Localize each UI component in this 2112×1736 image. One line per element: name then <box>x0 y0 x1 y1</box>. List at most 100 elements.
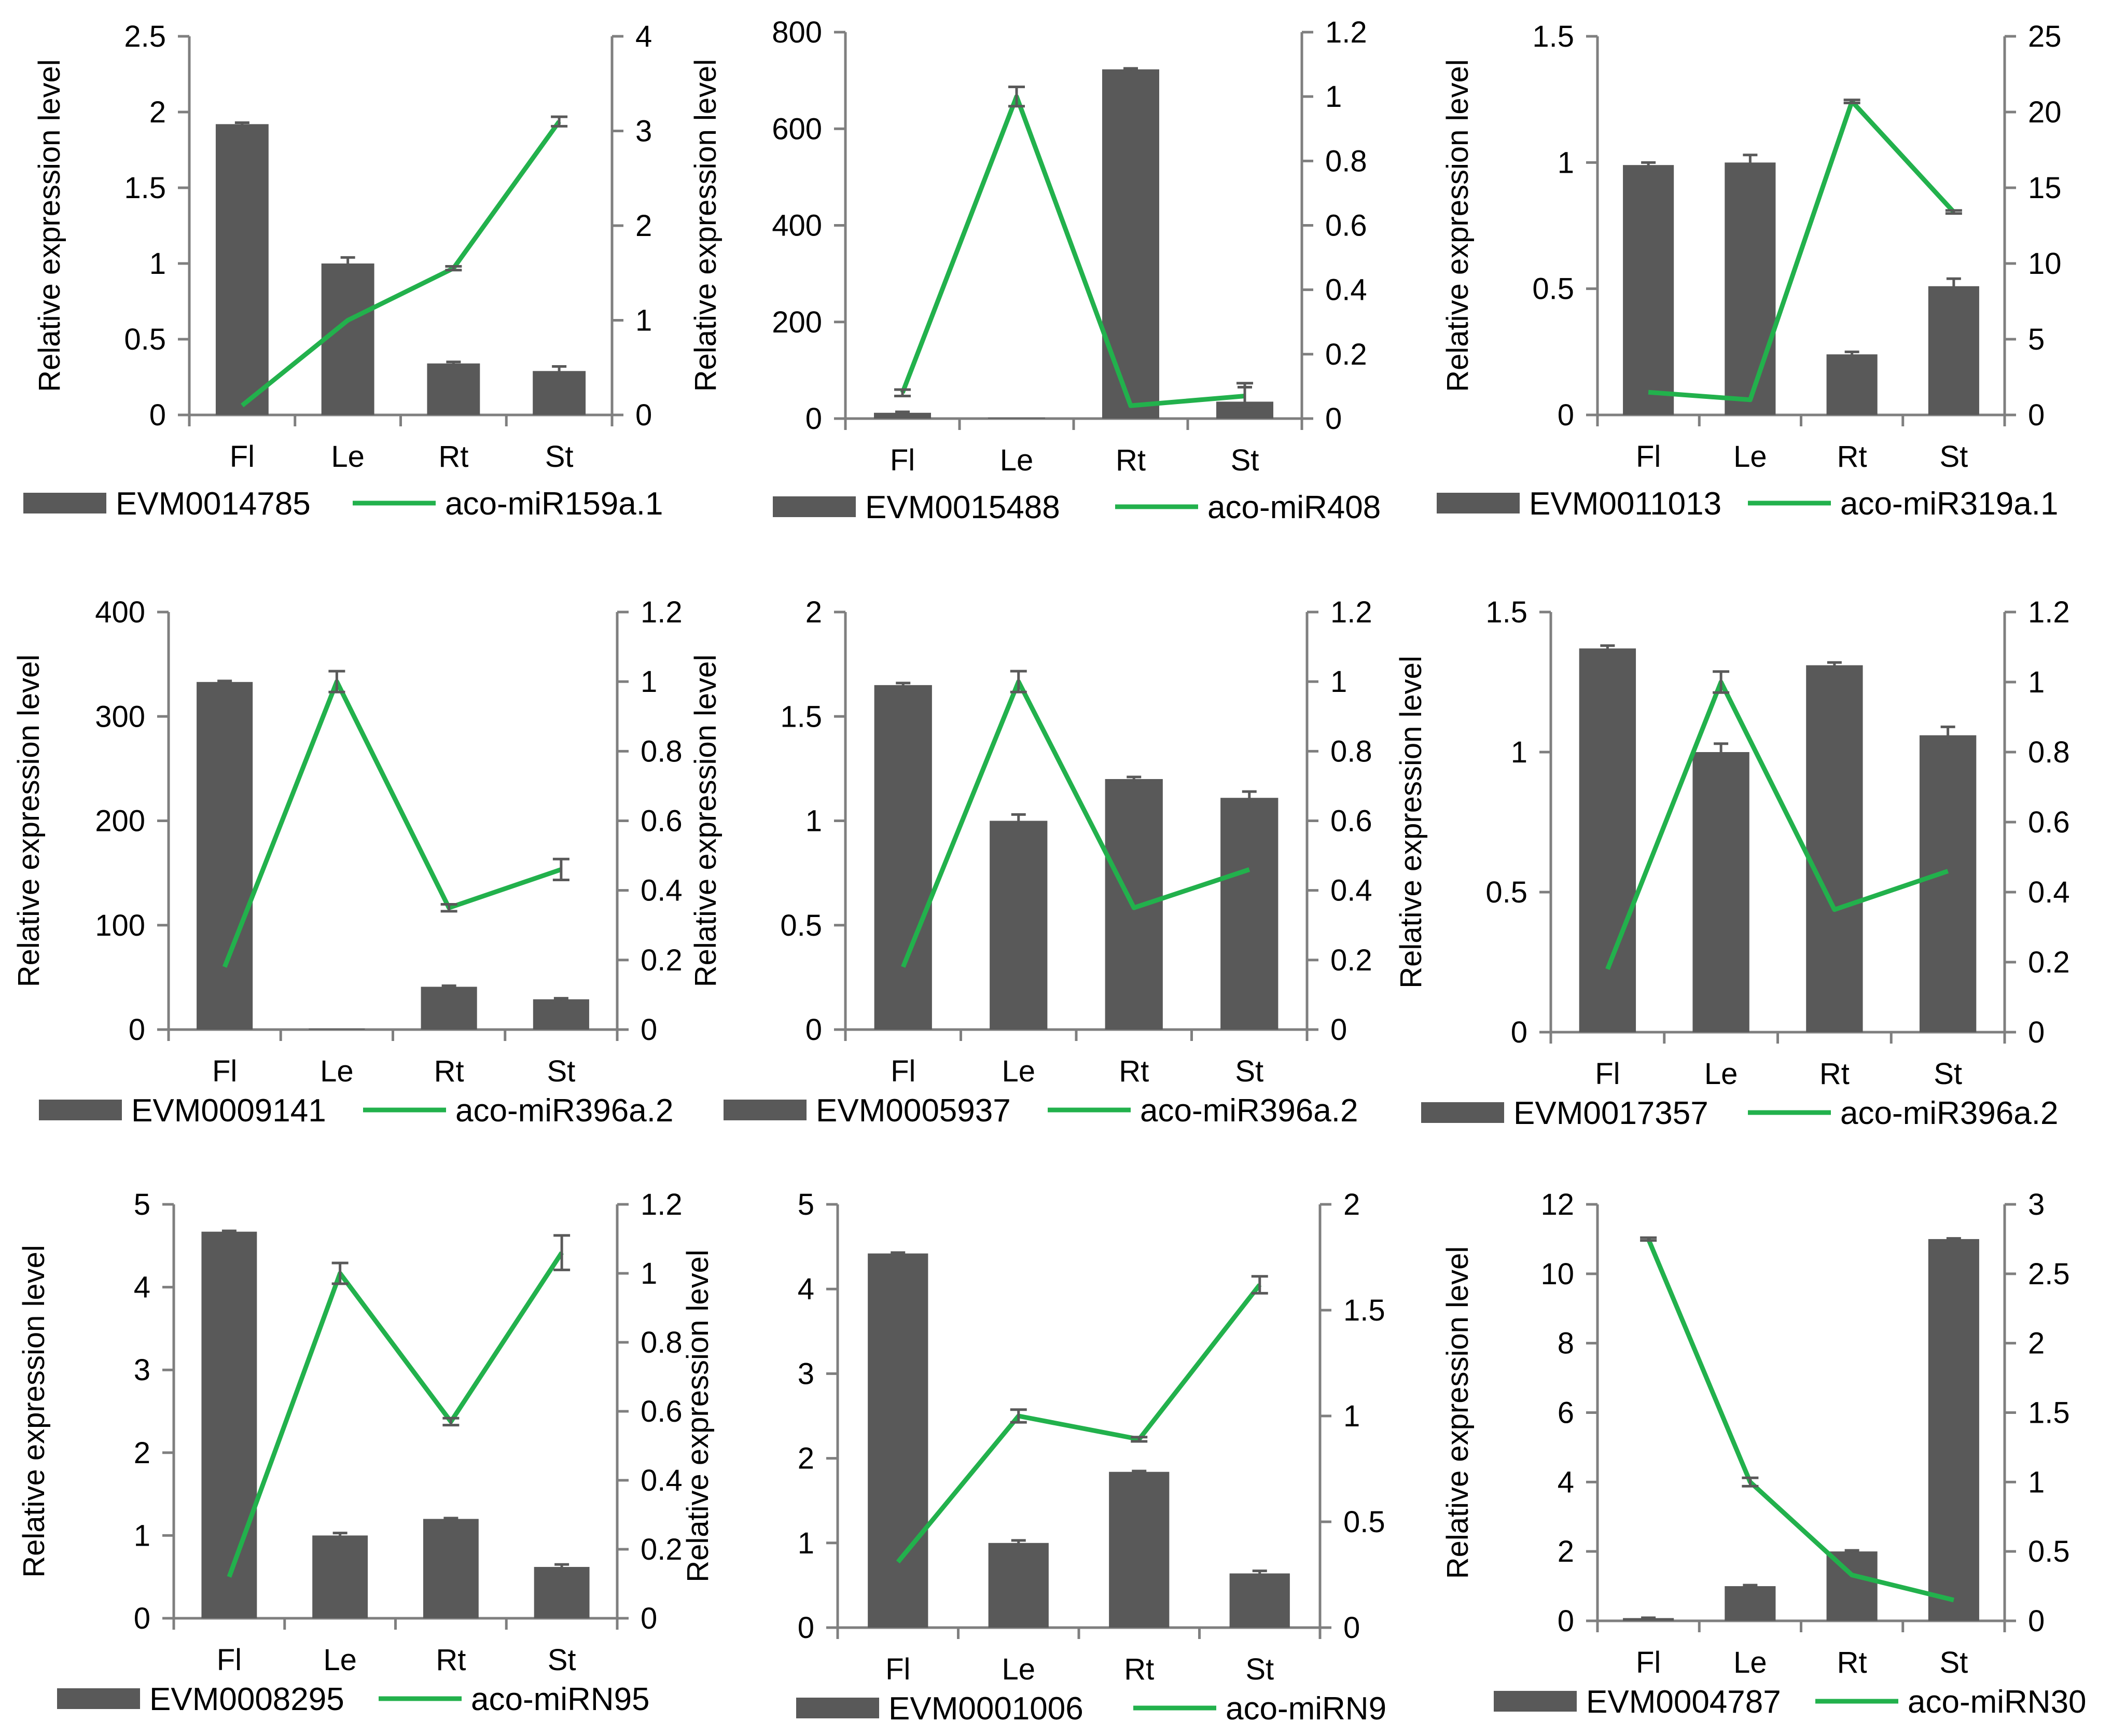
x-category-label: St <box>1235 1054 1263 1088</box>
right-tick-label: 0.8 <box>641 1326 683 1359</box>
line-error-bar <box>1236 382 1253 410</box>
bar <box>1102 69 1159 419</box>
bar-error-bar <box>340 256 355 270</box>
bar <box>1109 1471 1170 1628</box>
legend: EVM0001006 aco-miRN9 <box>796 1691 1386 1727</box>
line-error-bar <box>331 1261 349 1285</box>
right-tick-label: 0 <box>1343 1611 1360 1645</box>
x-category-label: Rt <box>436 1643 466 1677</box>
right-tick-label: 3 <box>635 115 652 148</box>
right-tick-label: 1 <box>1330 665 1347 699</box>
right-tick-label: 0.2 <box>2028 946 2070 979</box>
y-axis-title: Relative expression level <box>1441 59 1475 392</box>
right-tick-label: 0.4 <box>2028 876 2070 909</box>
legend-bar-swatch <box>1437 493 1520 513</box>
left-tick-label: 0 <box>1558 398 1574 432</box>
left-tick-label: 3 <box>798 1357 814 1391</box>
line-error-bar <box>894 388 911 398</box>
legend: EVM0014785 aco-miR159a.1 <box>23 486 663 522</box>
left-tick-label: 4 <box>134 1271 150 1304</box>
right-tick-label: 0.5 <box>1343 1505 1385 1539</box>
x-category-label: St <box>1934 1057 1962 1091</box>
left-tick-label: 200 <box>772 305 822 339</box>
bar-error-bar <box>891 1251 906 1255</box>
legend-line-label: aco-miR319a.1 <box>1840 486 2058 522</box>
bar-error-bar <box>1132 1469 1147 1473</box>
x-category-label: St <box>548 1643 576 1677</box>
line-error-bar <box>445 265 462 272</box>
right-tick-label: 10 <box>2028 247 2062 281</box>
left-tick-label: 1 <box>1558 146 1574 179</box>
left-tick-label: 2 <box>149 95 166 129</box>
x-category-label: Le <box>1002 1054 1035 1088</box>
left-tick-label: 800 <box>772 16 822 49</box>
x-category-label: Fl <box>217 1643 242 1677</box>
x-category-label: St <box>545 440 574 474</box>
right-tick-label: 0.6 <box>1330 804 1372 838</box>
line-series <box>1605 679 1949 970</box>
right-tick-label: 0.2 <box>641 943 683 977</box>
legend-line-label: aco-miRN9 <box>1226 1691 1386 1727</box>
legend-bar-swatch <box>39 1100 122 1120</box>
x-category-label: Rt <box>1837 440 1867 474</box>
line-error-bar <box>440 903 457 913</box>
left-tick-label: 600 <box>772 112 822 146</box>
x-category-label: St <box>1231 443 1259 477</box>
bar-error-bar <box>1252 1570 1267 1576</box>
line-error-bar <box>1008 86 1025 108</box>
right-tick-label: 1 <box>2028 1465 2045 1499</box>
chart-panel-4: 0 100 200 300 400 0 0.2 0.4 0.6 0.8 1 1.2 Fl Le Rt St Re… <box>12 595 683 1129</box>
right-tick-label: 0 <box>2028 1016 2045 1049</box>
left-tick-label: 400 <box>95 595 145 629</box>
legend: EVM0004787 aco-miRN30 <box>1494 1684 2087 1720</box>
bar-error-bar <box>554 1563 569 1570</box>
right-tick-label: 0.2 <box>1325 338 1367 371</box>
left-tick-label: 200 <box>95 804 145 838</box>
left-tick-label: 0 <box>1511 1016 1527 1049</box>
legend-bar-swatch <box>23 493 106 513</box>
legend-bar-label: EVM0017357 <box>1513 1095 1708 1131</box>
legend-bar-label: EVM0008295 <box>149 1682 344 1717</box>
x-category-label: St <box>1939 1646 1968 1679</box>
bar <box>1826 1551 1878 1621</box>
x-category-label: Rt <box>1116 443 1146 477</box>
x-category-label: Le <box>1002 1652 1035 1686</box>
left-tick-label: 1 <box>1511 735 1527 769</box>
line-series <box>901 679 1250 968</box>
right-tick-label: 0 <box>641 1013 657 1047</box>
legend-bar-label: EVM0015488 <box>865 490 1060 525</box>
left-tick-label: 1.5 <box>780 700 822 733</box>
bar <box>427 363 480 415</box>
bar <box>1806 665 1863 1032</box>
bar-error-bar <box>1127 775 1142 782</box>
line-error-bar <box>1131 1436 1148 1443</box>
legend: EVM0015488 aco-miR408 <box>773 490 1381 525</box>
right-tick-label: 4 <box>635 20 652 53</box>
bar <box>1919 735 1977 1032</box>
bar-error-bar <box>1844 350 1859 357</box>
bar <box>990 821 1048 1030</box>
line-error-bar <box>1713 670 1730 694</box>
bar-error-bar <box>1940 725 1955 744</box>
right-tick-label: 1.2 <box>1325 16 1367 49</box>
legend-bar-label: EVM0004787 <box>1586 1684 1781 1720</box>
left-tick-label: 0 <box>798 1611 814 1645</box>
bar-error-bar <box>1011 813 1026 827</box>
right-tick-label: 3 <box>2028 1188 2045 1221</box>
legend-line-label: aco-miRN95 <box>471 1682 650 1717</box>
x-category-label: Fl <box>212 1054 237 1088</box>
left-tick-label: 2.5 <box>124 20 166 53</box>
x-category-label: Le <box>331 440 365 474</box>
bar-error-bar <box>217 679 232 683</box>
bar <box>321 263 374 415</box>
left-tick-label: 1 <box>805 804 822 838</box>
left-tick-label: 0 <box>149 398 166 432</box>
right-tick-label: 0.4 <box>641 874 683 908</box>
line-series <box>1648 99 1956 402</box>
y-axis-title: Relative expression level <box>17 1245 51 1578</box>
legend-bar-swatch <box>773 496 856 517</box>
bar-error-bar <box>332 1532 348 1538</box>
left-tick-label: 0.5 <box>780 909 822 942</box>
right-tick-label: 0.8 <box>2028 735 2070 769</box>
line-series <box>241 120 561 408</box>
